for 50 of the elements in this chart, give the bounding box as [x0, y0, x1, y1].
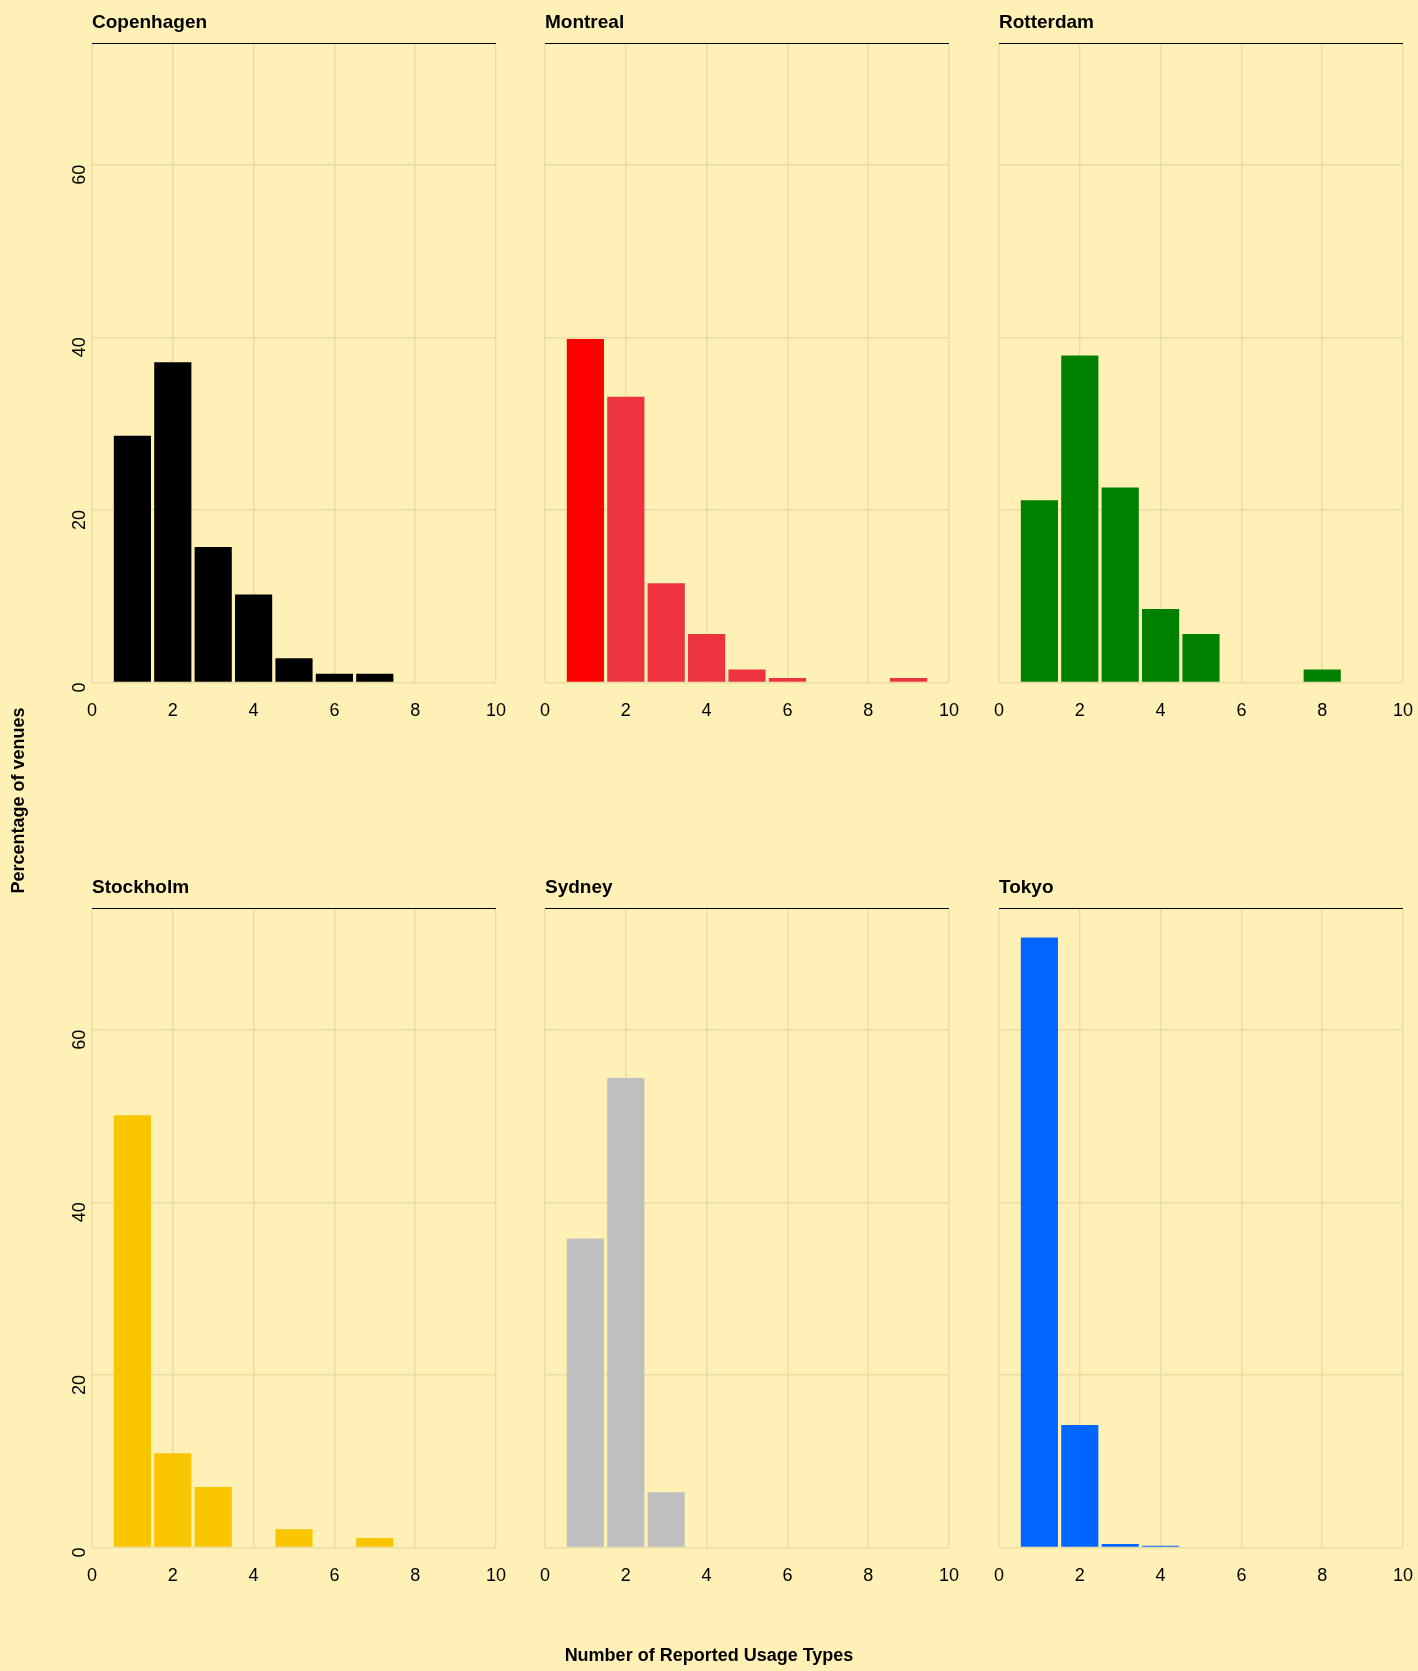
x-tick-label: 8: [410, 1565, 421, 1586]
x-tick-label: 2: [1074, 1565, 1085, 1586]
x-tick-label: 8: [1317, 700, 1328, 721]
y-tick-label: 0: [68, 1547, 89, 1558]
x-tick-label: 2: [620, 700, 631, 721]
x-tick-label: 6: [782, 1565, 793, 1586]
x-tick-label: 8: [1317, 1565, 1328, 1586]
y-tick-label: 0: [68, 682, 89, 693]
x-tick-label: 8: [410, 700, 421, 721]
chart-title: Copenhagen: [92, 0, 496, 44]
x-tick-label: 2: [620, 1565, 631, 1586]
x-tick-label: 2: [167, 700, 178, 721]
x-tick-label: 10: [938, 700, 960, 721]
x-tick-label: 4: [248, 1565, 259, 1586]
chart-title: Sydney: [545, 865, 949, 909]
y-tick-label: 60: [68, 1029, 89, 1050]
x-tick-label: 10: [938, 1565, 960, 1586]
x-tick-label: 8: [863, 700, 874, 721]
x-tick-label: 4: [248, 700, 259, 721]
x-tick-label: 10: [485, 700, 507, 721]
y-tick-label: 20: [68, 509, 89, 530]
x-tick-label: 10: [1392, 700, 1414, 721]
y-tick-label: 40: [68, 1202, 89, 1223]
x-tick-label: 6: [329, 1565, 340, 1586]
x-tick-label: 0: [539, 700, 551, 721]
x-tick-label: 4: [1155, 700, 1166, 721]
chart-title: Stockholm: [92, 865, 496, 909]
x-tick-label: 6: [1236, 1565, 1247, 1586]
x-axis-title: Number of Reported Usage Types: [563, 1645, 855, 1666]
x-tick-label: 10: [485, 1565, 507, 1586]
x-tick-label: 6: [782, 700, 793, 721]
chart-title: Rotterdam: [999, 0, 1403, 44]
y-tick-label: 60: [68, 164, 89, 185]
x-tick-label: 10: [1392, 1565, 1414, 1586]
x-tick-label: 4: [701, 700, 712, 721]
x-tick-label: 2: [1074, 700, 1085, 721]
y-tick-label: 40: [68, 337, 89, 358]
x-tick-label: 4: [701, 1565, 712, 1586]
x-tick-label: 6: [329, 700, 340, 721]
x-tick-label: 0: [993, 700, 1005, 721]
x-tick-label: 0: [539, 1565, 551, 1586]
x-tick-label: 6: [1236, 700, 1247, 721]
x-tick-label: 2: [167, 1565, 178, 1586]
x-tick-label: 4: [1155, 1565, 1166, 1586]
chart-title: Tokyo: [999, 865, 1403, 909]
y-axis-title: Percentage of venues: [7, 706, 29, 896]
y-tick-label: 20: [68, 1374, 89, 1395]
chart-title: Montreal: [545, 0, 949, 44]
x-tick-label: 0: [993, 1565, 1005, 1586]
x-tick-label: 8: [863, 1565, 874, 1586]
